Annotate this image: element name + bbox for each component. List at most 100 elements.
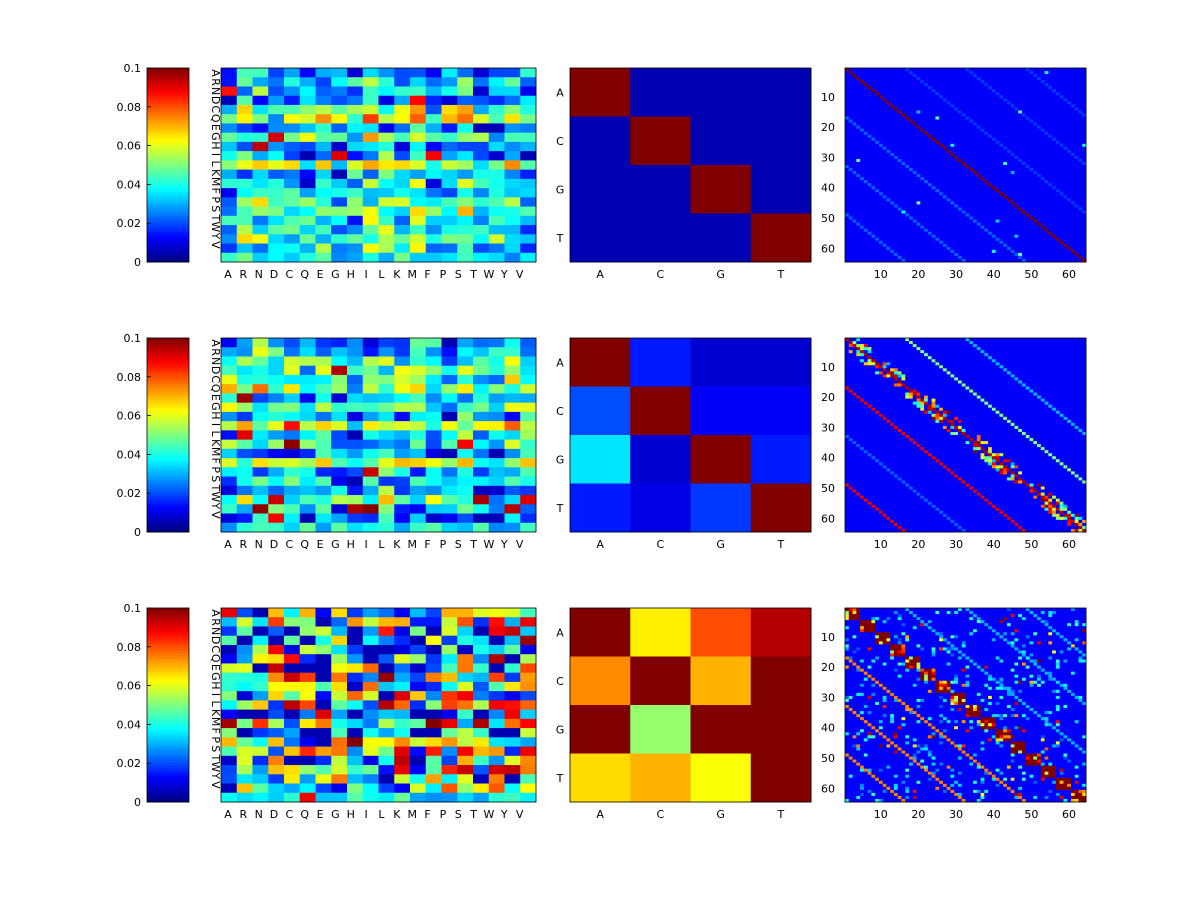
heatmap-cell	[1018, 252, 1023, 257]
heatmap-cell	[1067, 237, 1072, 242]
heatmap-cell	[980, 119, 985, 123]
heatmap-cell	[856, 213, 861, 217]
heatmap-cell	[871, 183, 876, 187]
heatmap-cell	[845, 252, 850, 257]
heatmap-cell	[488, 234, 505, 244]
heatmap-cell	[912, 201, 917, 205]
heatmap-cell	[893, 155, 899, 160]
heatmap-cell	[1014, 246, 1019, 251]
heatmap-cell	[871, 222, 876, 227]
heatmap-cell	[252, 160, 269, 171]
heatmap-cell	[1037, 116, 1042, 120]
heatmap-cell	[901, 243, 906, 248]
heatmap-cell	[980, 146, 985, 151]
heatmap-cell	[1003, 98, 1008, 102]
heatmap-cell	[1010, 89, 1015, 93]
heatmap-cell	[942, 213, 948, 217]
heatmap-cell	[957, 74, 963, 78]
heatmap-cell	[848, 228, 853, 233]
colorbar-swatch	[147, 338, 189, 342]
heatmap-cell	[1078, 101, 1083, 105]
heatmap-cell	[875, 216, 880, 220]
heatmap-cell	[1048, 213, 1053, 217]
heatmap-cell	[893, 189, 899, 193]
heatmap-cell	[331, 95, 348, 106]
heatmap-cell	[946, 192, 951, 196]
heatmap-cell	[957, 158, 963, 163]
heatmap-cell	[991, 101, 997, 105]
heatmap-cell	[909, 92, 914, 96]
heatmap-cell	[976, 201, 981, 205]
heatmap-cell	[315, 86, 332, 97]
heatmap-cell	[1037, 252, 1042, 257]
codon-y-tick-label: 30	[821, 151, 835, 164]
heatmap-cell	[875, 101, 880, 105]
heatmap-cell	[1067, 207, 1072, 211]
heatmap-cell	[425, 384, 442, 394]
heatmap-cell	[1063, 68, 1068, 72]
heatmap-cell	[1021, 83, 1027, 87]
heatmap-cell	[1021, 192, 1027, 196]
heatmap-cell	[942, 201, 948, 205]
heatmap-cell	[1033, 192, 1038, 196]
heatmap-cell	[1040, 210, 1045, 214]
heatmap-cell	[1037, 249, 1042, 254]
heatmap-cell	[848, 152, 853, 157]
heatmap-cell	[1074, 128, 1079, 133]
heatmap-cell	[931, 198, 936, 202]
heatmap-cell	[924, 143, 929, 148]
heatmap-cell	[457, 151, 474, 161]
heatmap-cell	[856, 243, 861, 248]
heatmap-cell	[950, 198, 955, 202]
heatmap-cell	[1063, 207, 1068, 211]
heatmap-cell	[268, 86, 285, 97]
heatmap-cell	[1067, 204, 1072, 208]
heatmap-cell	[875, 131, 880, 136]
heatmap-cell	[504, 178, 521, 189]
heatmap-cell	[1059, 131, 1064, 136]
heatmap-cell	[1074, 110, 1079, 114]
heatmap-cell	[965, 110, 970, 114]
heatmap-cell	[931, 68, 936, 72]
heatmap-cell	[441, 160, 458, 171]
heatmap-cell	[1018, 128, 1023, 133]
heatmap-cell	[988, 219, 993, 223]
heatmap-cell	[942, 77, 948, 81]
heatmap-cell	[1052, 255, 1057, 260]
heatmap-cell	[856, 107, 861, 111]
heatmap-cell	[991, 92, 997, 96]
heatmap-cell	[1067, 198, 1072, 202]
heatmap-cell	[931, 204, 936, 208]
heatmap-cell	[886, 186, 891, 190]
heatmap-cell	[473, 374, 490, 385]
heatmap-cell	[942, 219, 948, 223]
heatmap-cell	[425, 243, 442, 254]
heatmap-cell	[897, 198, 902, 202]
heatmap-cell	[1067, 158, 1072, 163]
heatmap-cell	[1059, 207, 1064, 211]
heatmap-cell	[950, 258, 955, 263]
heatmap-cell	[1067, 222, 1072, 227]
heatmap-cell	[1063, 146, 1068, 151]
heatmap-cell	[905, 225, 910, 230]
heatmap-cell	[920, 219, 925, 223]
heatmap-cell	[1067, 107, 1072, 111]
heatmap-cell	[1063, 237, 1068, 242]
heatmap-cell	[954, 74, 959, 78]
heatmap-cell	[1070, 192, 1076, 196]
heatmap-cell	[909, 252, 914, 257]
heatmap-cell	[1029, 92, 1034, 96]
heatmap-cell	[893, 137, 899, 142]
heatmap-cell	[875, 140, 880, 145]
heatmap-cell	[1044, 122, 1049, 126]
aa-y-tick-label: G	[209, 132, 222, 141]
heatmap-cell	[957, 225, 963, 230]
heatmap-cell	[1018, 198, 1023, 202]
heatmap-cell	[394, 160, 411, 171]
heatmap-cell	[1048, 165, 1053, 169]
heatmap-cell	[882, 234, 887, 239]
heatmap-cell	[863, 107, 868, 111]
heatmap-cell	[1029, 125, 1034, 130]
heatmap-cell	[991, 107, 997, 111]
